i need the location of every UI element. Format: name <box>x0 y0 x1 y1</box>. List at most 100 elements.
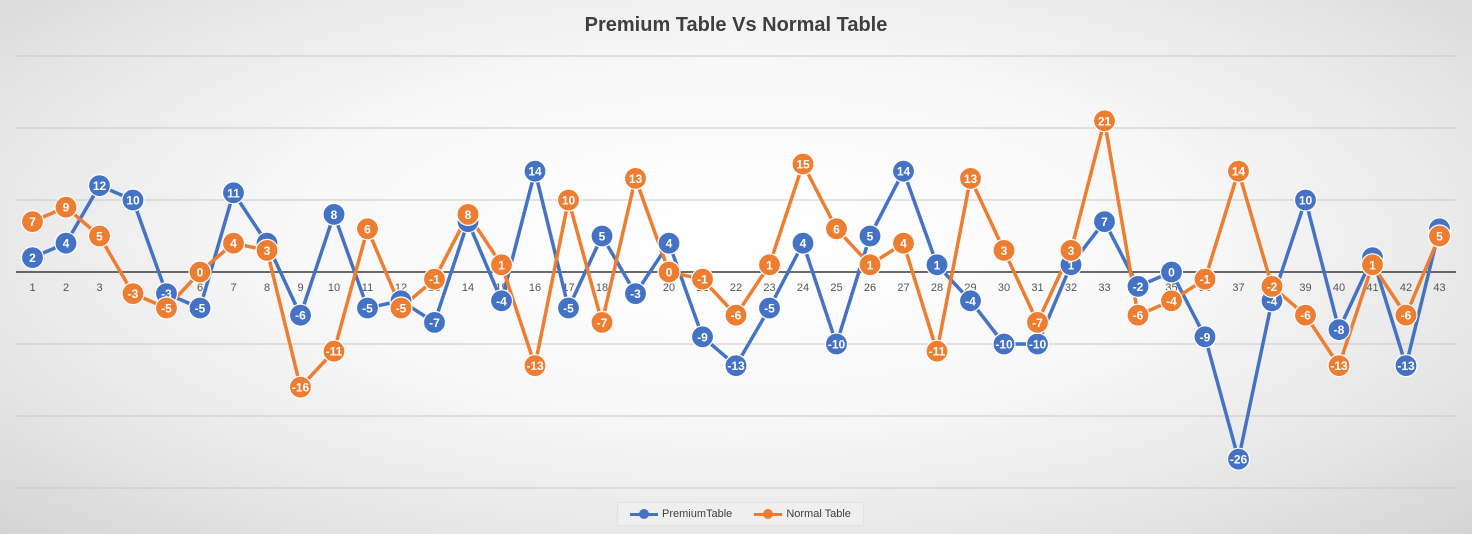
x-tick-label: 8 <box>264 282 270 294</box>
data-label-normal: 5 <box>96 230 103 244</box>
data-label-normal: -6 <box>1401 309 1412 323</box>
data-label-premium: -4 <box>1267 294 1278 308</box>
data-point-normal <box>20 210 45 234</box>
x-tick-label: 1 <box>29 282 35 294</box>
data-label-premium: 8 <box>331 208 338 222</box>
x-tick-label: 14 <box>462 282 474 294</box>
data-label-normal: 13 <box>629 172 643 186</box>
data-point-normal <box>355 217 380 241</box>
data-label-normal: -7 <box>1032 316 1043 330</box>
data-point-premium <box>1226 447 1251 471</box>
data-label-premium: -9 <box>697 330 708 344</box>
data-label-premium: 4 <box>800 237 807 251</box>
data-label-normal: 4 <box>230 237 237 251</box>
data-point-premium <box>20 246 45 270</box>
data-point-normal <box>221 231 246 255</box>
data-label-premium: -10 <box>995 338 1013 352</box>
data-point-normal <box>523 354 547 378</box>
data-label-premium: 5 <box>599 230 606 244</box>
x-tick-label: 23 <box>763 282 775 294</box>
data-point-normal <box>958 166 983 190</box>
data-point-premium <box>54 231 78 255</box>
data-label-normal: 6 <box>364 222 371 236</box>
data-point-normal <box>1092 109 1117 133</box>
legend-label-premium: PremiumTable <box>662 508 733 520</box>
data-label-normal: 0 <box>197 266 204 280</box>
data-label-normal: 9 <box>63 201 70 215</box>
x-tick-label: 27 <box>897 282 909 294</box>
data-label-normal: -2 <box>1267 280 1278 294</box>
x-tick-label: 18 <box>596 282 608 294</box>
data-point-normal <box>724 303 748 327</box>
x-tick-label: 43 <box>1433 282 1445 294</box>
data-point-premium <box>556 296 581 320</box>
x-tick-label: 30 <box>998 282 1010 294</box>
data-label-premium: 10 <box>126 194 140 208</box>
x-tick-label: 28 <box>931 282 943 294</box>
data-label-normal: -4 <box>1166 294 1177 308</box>
data-label-premium: -7 <box>429 316 440 330</box>
data-point-premium <box>690 325 715 349</box>
data-label-premium: -3 <box>161 287 172 301</box>
data-label-normal: -6 <box>1133 309 1144 323</box>
legend-entry-normal[interactable]: Normal Table <box>754 508 851 520</box>
data-label-premium: -3 <box>630 287 641 301</box>
data-label-normal: -5 <box>161 302 172 316</box>
data-label-normal: 13 <box>964 172 978 186</box>
data-label-premium: 0 <box>1168 266 1175 280</box>
x-tick-label: 37 <box>1232 282 1244 294</box>
data-label-premium: 11 <box>227 186 240 200</box>
data-label-premium: 1 <box>1068 258 1075 272</box>
data-point-normal <box>1394 303 1418 327</box>
data-label-premium: -5 <box>195 302 206 316</box>
data-point-normal <box>858 253 882 277</box>
data-point-premium <box>858 224 882 248</box>
legend-marker-normal <box>754 509 783 519</box>
data-point-normal <box>690 267 715 291</box>
data-label-premium: 5 <box>867 230 874 244</box>
x-tick-label: 32 <box>1065 282 1077 294</box>
x-tick-label: 22 <box>730 282 742 294</box>
x-tick-label: 39 <box>1299 282 1311 294</box>
data-point-normal <box>255 238 279 262</box>
data-label-normal: -13 <box>526 359 544 373</box>
x-tick-label: 40 <box>1333 282 1345 294</box>
data-point-normal <box>1260 274 1284 298</box>
x-tick-label: 7 <box>230 282 236 294</box>
x-tick-label: 2 <box>63 282 69 294</box>
data-point-premium <box>422 310 447 334</box>
data-point-normal <box>623 166 648 190</box>
data-point-normal <box>1226 159 1251 183</box>
data-point-premium <box>992 332 1016 356</box>
data-point-premium <box>1193 325 1217 349</box>
data-label-premium: -8 <box>1334 323 1345 337</box>
data-point-normal <box>757 253 782 277</box>
data-point-premium <box>355 296 380 320</box>
data-point-premium <box>724 354 748 378</box>
data-label-premium: -4 <box>965 294 976 308</box>
x-tick-label: 10 <box>328 282 340 294</box>
data-point-normal <box>422 267 447 291</box>
data-label-normal: 10 <box>562 194 576 208</box>
data-point-premium <box>221 181 246 205</box>
data-point-premium <box>322 202 346 226</box>
legend-entry-premium[interactable]: PremiumTable <box>630 508 732 520</box>
data-label-normal: 8 <box>465 208 472 222</box>
legend[interactable]: PremiumTable Normal Table <box>617 502 864 526</box>
data-label-normal: 21 <box>1098 114 1112 128</box>
data-point-premium <box>824 332 849 356</box>
series-line-normal <box>31 119 1442 389</box>
data-point-normal <box>54 195 78 219</box>
data-label-normal: -6 <box>731 309 742 323</box>
data-point-normal <box>1360 253 1385 277</box>
data-label-normal: -1 <box>1200 273 1211 287</box>
data-label-normal: 6 <box>833 222 840 236</box>
data-label-premium: -13 <box>1397 359 1415 373</box>
data-label-premium: -26 <box>1230 453 1248 467</box>
data-label-normal: 1 <box>766 258 773 272</box>
data-point-premium <box>288 303 313 327</box>
data-point-normal <box>288 375 313 399</box>
x-tick-label: 33 <box>1098 282 1110 294</box>
x-tick-label: 11 <box>362 282 373 294</box>
